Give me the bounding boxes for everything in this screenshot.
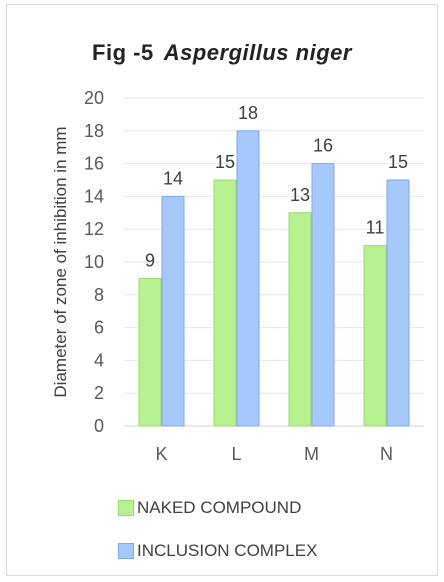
y-axis-label: Diameter of zone of inhibition in mm xyxy=(51,126,70,397)
y-tick-label: 2 xyxy=(94,383,104,403)
data-label-inclusion-complex-n: 15 xyxy=(388,152,408,172)
y-tick-label: 6 xyxy=(94,318,104,338)
chart-title-species: Aspergillus niger xyxy=(163,40,352,65)
data-label-naked-compound-n: 11 xyxy=(366,218,385,238)
y-tick-label: 16 xyxy=(84,154,104,174)
data-label-naked-compound-l: 15 xyxy=(215,152,235,172)
bar-inclusion-complex-m xyxy=(311,163,335,427)
y-tick-label: 8 xyxy=(94,285,104,305)
y-tick-label: 14 xyxy=(84,186,104,206)
y-tick-label: 20 xyxy=(84,88,104,108)
data-label-naked-compound-k: 9 xyxy=(145,250,155,270)
bar-naked-compound-n xyxy=(363,245,387,427)
legend-item-naked-compound: NAKED COMPOUND xyxy=(118,498,301,518)
y-tick-label: 0 xyxy=(94,416,104,436)
x-tick-label: M xyxy=(304,444,319,464)
bar-inclusion-complex-k xyxy=(161,195,185,427)
data-labels: 9 14 15 18 13 16 11 15 xyxy=(145,103,408,271)
data-label-inclusion-complex-k: 14 xyxy=(163,168,183,188)
x-tick-label: L xyxy=(231,444,241,464)
legend-swatch-naked-compound xyxy=(118,500,134,516)
data-label-naked-compound-m: 13 xyxy=(290,185,310,205)
y-tick-label: 18 xyxy=(84,121,104,141)
legend-label-naked-compound: NAKED COMPOUND xyxy=(137,498,302,517)
x-tick-label: K xyxy=(155,444,167,464)
bar-naked-compound-k xyxy=(138,277,162,427)
y-axis-ticks: 0 2 4 6 8 10 12 14 16 18 20 xyxy=(84,88,104,436)
bar-inclusion-complex-l xyxy=(236,130,260,427)
legend-item-inclusion-complex: INCLUSION COMPLEX xyxy=(118,541,317,561)
legend-label-inclusion-complex: INCLUSION COMPLEX xyxy=(137,541,318,560)
y-tick-label: 10 xyxy=(84,252,104,272)
bar-naked-compound-l xyxy=(213,179,237,427)
y-tick-label: 4 xyxy=(94,350,104,370)
bar-inclusion-complex-n xyxy=(386,179,410,427)
x-tick-label: N xyxy=(380,444,393,464)
data-label-inclusion-complex-l: 18 xyxy=(238,103,258,123)
legend-swatch-inclusion-complex xyxy=(118,543,134,559)
bar-naked-compound-m xyxy=(288,212,312,427)
x-axis-ticks: K L M N xyxy=(155,444,393,464)
chart-title: Fig -5 Aspergillus niger xyxy=(0,40,444,66)
bars xyxy=(138,130,410,427)
data-label-inclusion-complex-m: 16 xyxy=(313,136,333,156)
chart-title-prefix: Fig -5 xyxy=(92,40,154,65)
y-tick-label: 12 xyxy=(84,219,104,239)
